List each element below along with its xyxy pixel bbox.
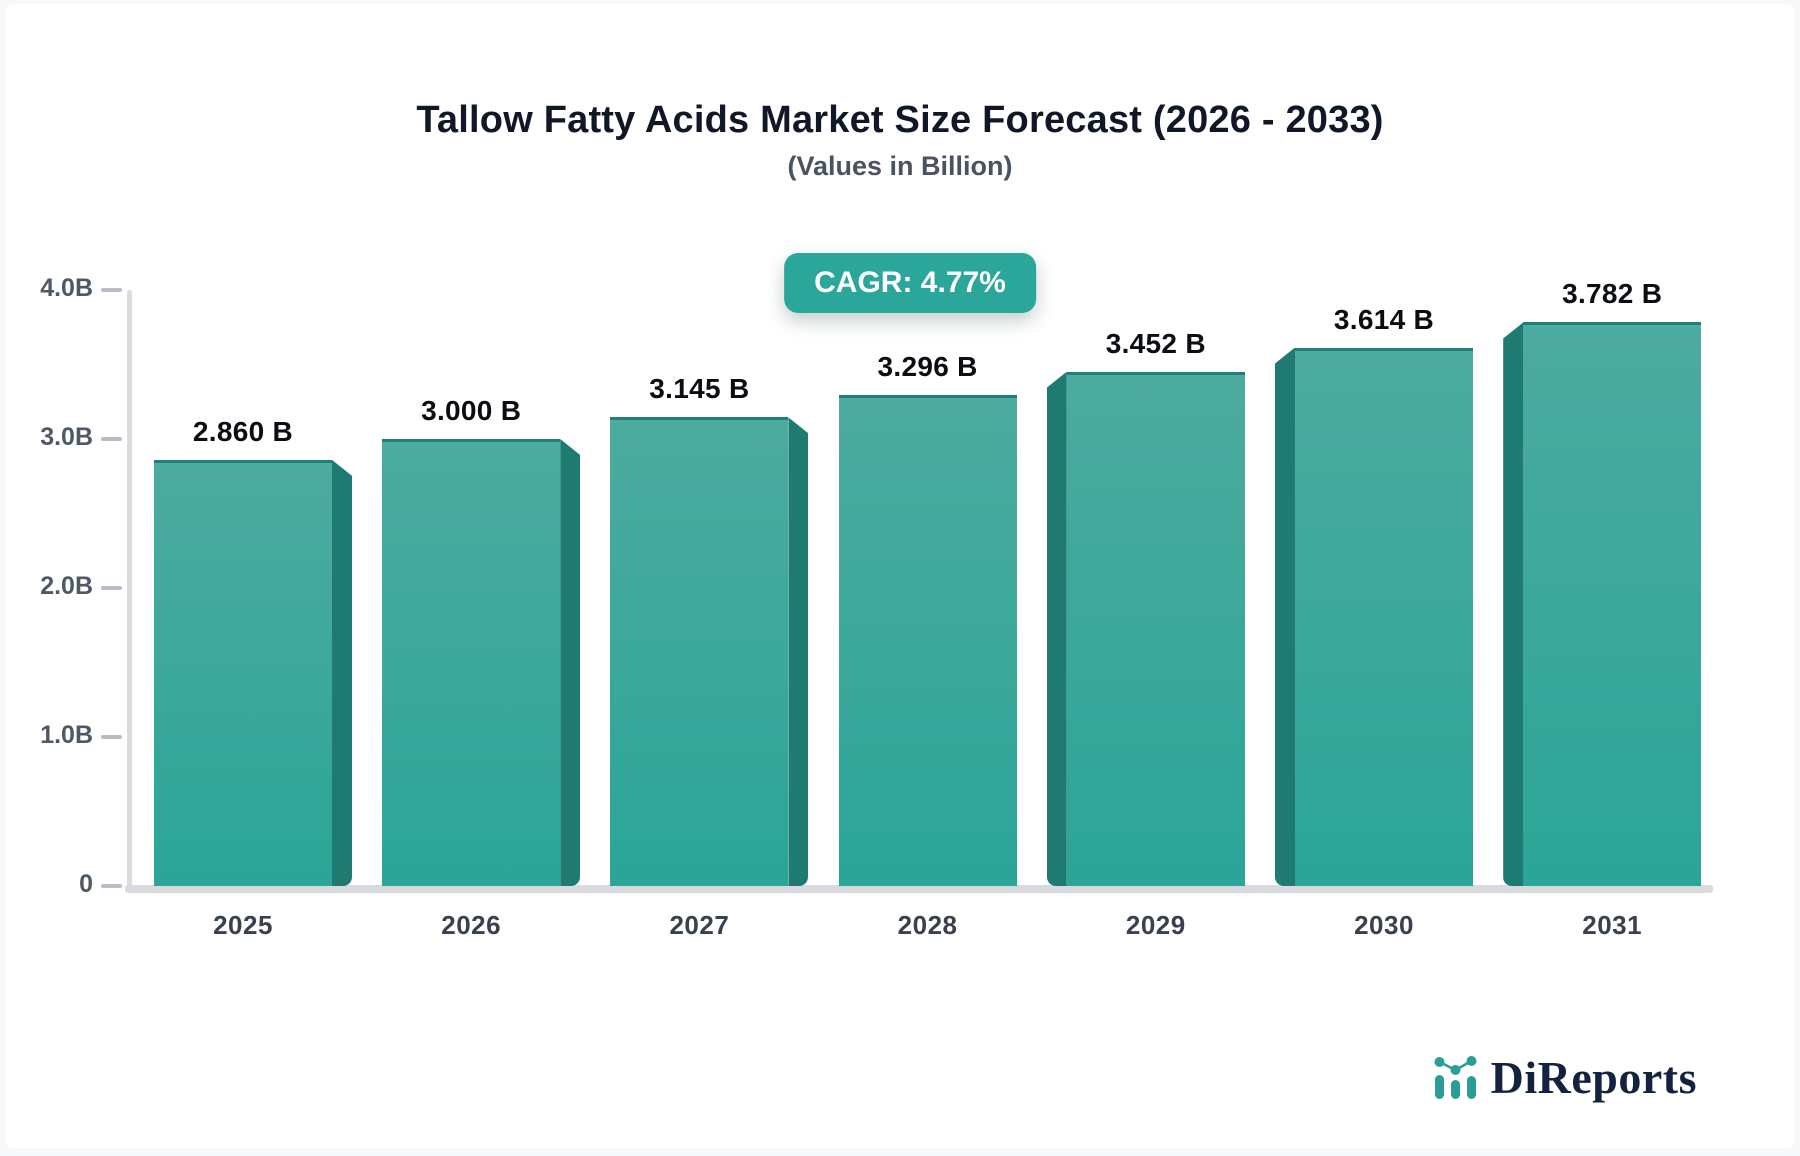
bar-value-label-2027: 3.145 B — [649, 373, 750, 405]
y-tick-dash-2.0B — [101, 586, 122, 590]
x-category-label-2030: 2030 — [1354, 910, 1414, 940]
y-tick-label-1.0B: 1.0B — [40, 721, 93, 749]
bar-2025-side-face — [332, 459, 352, 886]
bar-value-label-2030: 3.614 B — [1333, 303, 1435, 335]
bar-2026-side-face — [560, 439, 581, 886]
y-tick-label-0: 0 — [79, 870, 93, 898]
bar-2027-side-face — [788, 417, 809, 886]
brand-logo: DiReports — [1431, 1054, 1697, 1102]
bar-2026 — [382, 439, 561, 886]
y-axis-line — [127, 290, 132, 890]
y-tick-dash-3.0B — [101, 437, 122, 441]
bar-2027 — [610, 417, 789, 886]
y-tick-label-2.0B: 2.0B — [40, 572, 93, 600]
bar-2031-side-face — [1503, 322, 1524, 886]
x-axis-baseline — [125, 885, 1713, 893]
chart-subtitle: (Values in Billion) — [787, 151, 1013, 181]
bar-value-label-2028: 3.296 B — [877, 350, 978, 382]
x-category-label-2027: 2027 — [669, 910, 730, 940]
y-tick-dash-4.0B — [101, 288, 122, 292]
bar-2025 — [154, 459, 332, 886]
x-category-label-2026: 2026 — [441, 910, 502, 940]
bar-value-label-2026: 3.000 B — [421, 395, 522, 426]
y-tick-label-4.0B: 4.0B — [40, 274, 93, 302]
bar-2031 — [1523, 322, 1702, 886]
bar-2030 — [1295, 347, 1473, 886]
bar-value-label-2029: 3.452 B — [1105, 327, 1206, 359]
y-tick-dash-1.0B — [101, 735, 122, 739]
mini-bar-chart-logo-icon — [1434, 1056, 1477, 1099]
brand-name: DiReports — [1490, 1052, 1697, 1103]
bar-2030-side-face — [1275, 347, 1295, 886]
x-category-label-2029: 2029 — [1125, 910, 1186, 940]
bar-value-label-2025: 2.860 B — [192, 415, 294, 447]
bar-value-label-2031: 3.782 B — [1562, 278, 1663, 310]
y-tick-dash-0 — [101, 884, 122, 888]
chart-title: Tallow Fatty Acids Market Size Forecast … — [416, 99, 1384, 141]
x-category-label-2031: 2031 — [1582, 910, 1643, 940]
bar-2028 — [838, 394, 1017, 886]
x-category-label-2028: 2028 — [897, 910, 958, 940]
bar-2029-side-face — [1046, 371, 1067, 886]
chart-card: Tallow Fatty Acids Market Size Forecast … — [5, 4, 1795, 1148]
x-category-label-2025: 2025 — [213, 910, 273, 940]
cagr-badge: CAGR: 4.77% — [784, 253, 1036, 313]
bar-2029 — [1066, 371, 1245, 886]
y-tick-label-3.0B: 3.0B — [40, 423, 93, 451]
